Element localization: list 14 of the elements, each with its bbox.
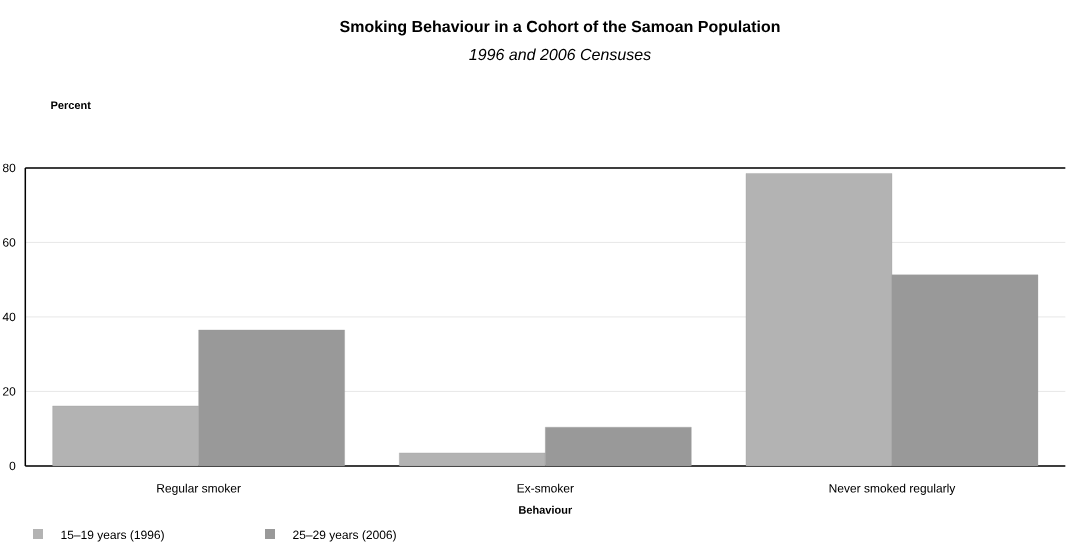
y-axis-title: Percent [51, 101, 91, 110]
chart-title: Smoking Behaviour in a Cohort of the Samoan Population [340, 20, 780, 36]
legend-label: 15–19 years (1996) [61, 530, 164, 542]
x-tick-label: Ex-smoker [517, 483, 574, 493]
x-tick-label: Regular smoker [157, 483, 241, 495]
x-axis-title: Behaviour [519, 505, 573, 514]
y-tick-label: 60 [3, 238, 16, 247]
y-tick-label: 0 [9, 461, 16, 471]
y-tick-label: 20 [3, 387, 16, 396]
x-tick-label: Never smoked regularly [829, 483, 956, 495]
y-tick-label: 40 [2, 312, 16, 322]
legend-label: 25–29 years (2006) [293, 530, 396, 542]
chart-subtitle: 1996 and 2006 Censuses [469, 48, 651, 61]
y-tick-label: 80 [2, 163, 16, 173]
